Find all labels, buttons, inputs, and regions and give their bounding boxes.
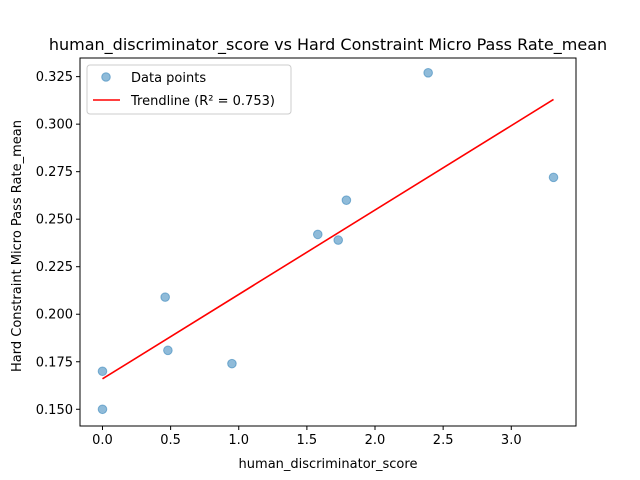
data-point (333, 235, 344, 245)
x-tick-label: 3.0 (501, 433, 522, 448)
data-point (548, 172, 559, 183)
legend-marker-points (101, 72, 111, 82)
y-tick-label: 0.200 (36, 308, 73, 323)
y-axis-label: Hard Constraint Micro Pass Rate_mean (10, 120, 25, 372)
chart-title: human_discriminator_score vs Hard Constr… (49, 35, 607, 55)
legend: Data points Trendline (R² = 0.753) (86, 64, 292, 115)
data-point (341, 195, 352, 205)
y-tick-label: 0.325 (36, 70, 73, 85)
data-point (97, 404, 108, 415)
x-tick-label: 2.5 (433, 433, 454, 448)
y-axis: 0.150 0.175 0.200 0.225 0.250 0.275 0.300 0.325 (36, 70, 80, 418)
data-point (312, 229, 323, 240)
x-tick-label: 1.0 (228, 433, 249, 448)
data-point (163, 345, 173, 356)
y-tick-label: 0.175 (36, 355, 73, 370)
plot-frame (79, 57, 577, 427)
x-axis: 0.0 0.5 1.0 1.5 2.0 2.5 3.0 (92, 426, 522, 448)
x-axis-label: human_discriminator_score (239, 457, 418, 472)
data-point (227, 358, 237, 369)
y-tick-label: 0.150 (36, 403, 73, 418)
legend-box (86, 64, 292, 115)
y-tick-label: 0.225 (36, 260, 73, 275)
y-tick-label: 0.275 (36, 165, 73, 180)
data-point (97, 366, 108, 377)
x-tick-label: 1.5 (297, 433, 318, 448)
trendline (102, 98, 554, 380)
x-tick-label: 0.5 (160, 433, 181, 448)
x-tick-label: 0.0 (92, 433, 113, 448)
legend-label: Trendline (R² = 0.753) (130, 94, 275, 109)
plot-area (79, 57, 577, 427)
legend-label: Data points (131, 71, 206, 86)
y-tick-label: 0.300 (36, 118, 73, 133)
x-tick-label: 2.0 (365, 433, 386, 448)
y-tick-label: 0.250 (36, 213, 73, 228)
data-point (160, 292, 170, 302)
data-point (423, 68, 433, 78)
